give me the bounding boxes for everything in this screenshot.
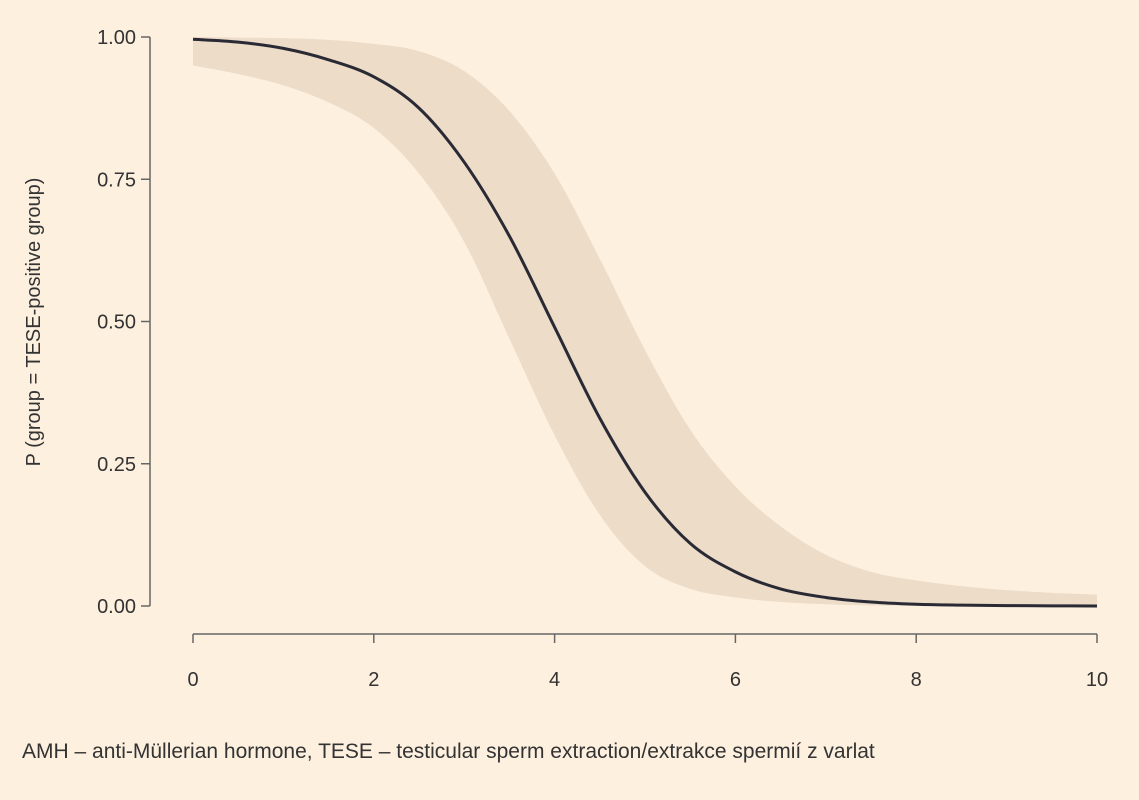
x-tick-label: 10 — [1086, 669, 1108, 691]
x-tick-label: 8 — [911, 669, 922, 691]
y-axis-label: P (group = TESE-positive group) — [23, 178, 45, 467]
figure-caption: AMH – anti-Müllerian hormone, TESE – tes… — [22, 740, 875, 763]
x-tick-label: 0 — [187, 669, 198, 691]
y-axis: 0.00 0.25 0.50 0.75 1.00 — [97, 27, 151, 618]
y-tick-label: 0.50 — [97, 312, 136, 334]
y-tick-label: 0.25 — [97, 454, 136, 476]
probability-curve — [192, 37, 1098, 608]
confidence-band — [193, 37, 1097, 607]
curve-layer — [192, 37, 1098, 608]
logistic-curve-chart: 0.00 0.25 0.50 0.75 1.00 0 2 4 6 8 10 P (group = … — [23, 27, 1108, 691]
y-tick-label: 0.00 — [97, 596, 136, 618]
x-tick-label: 4 — [549, 669, 560, 691]
confidence-band-layer — [193, 37, 1097, 607]
y-tick-label: 0.75 — [97, 169, 136, 191]
x-tick-label: 2 — [368, 669, 379, 691]
y-tick-label: 1.00 — [97, 27, 136, 49]
x-axis: 0 2 4 6 8 10 — [187, 633, 1108, 691]
x-tick-label: 6 — [730, 669, 741, 691]
